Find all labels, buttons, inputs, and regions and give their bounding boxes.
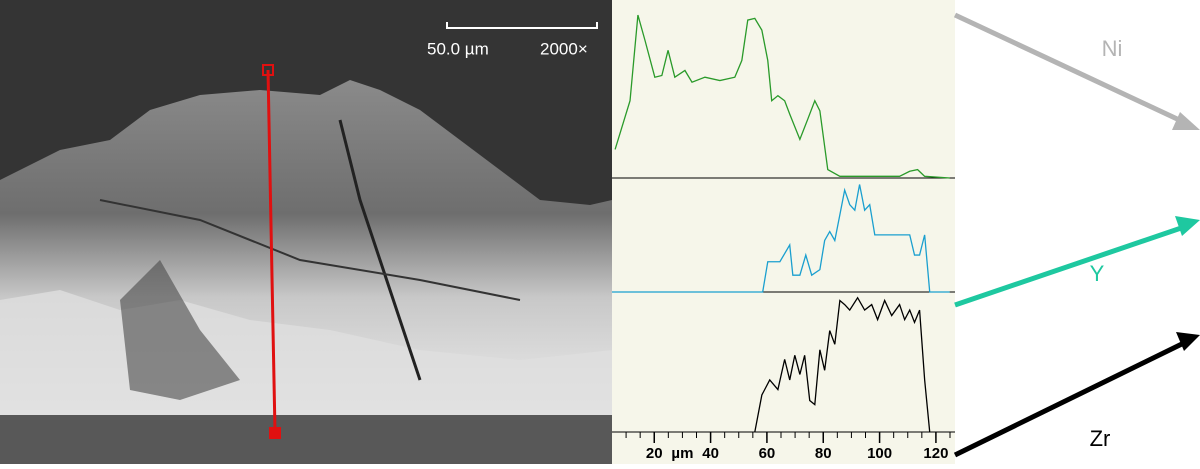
x-tick-label: 80 bbox=[815, 445, 832, 462]
profile-panel bbox=[612, 0, 955, 464]
x-tick-label: 100 bbox=[867, 445, 892, 462]
profiles: Ni Y Zr 20 40 60 80 100 120 µm bbox=[612, 14, 1123, 462]
x-axis-label: µm bbox=[671, 445, 693, 462]
profile-line bbox=[754, 296, 931, 433]
profile-line bbox=[612, 184, 950, 293]
x-tick-label: 60 bbox=[759, 445, 776, 462]
x-tick-label: 20 bbox=[646, 445, 663, 462]
sem-image: 50.0 µm 2000× bbox=[0, 0, 612, 464]
x-tick-label: 120 bbox=[923, 445, 948, 462]
scale-bar-label: 50.0 µm bbox=[427, 39, 489, 58]
arrows bbox=[953, 12, 1200, 458]
magnification: 2000× bbox=[540, 39, 588, 58]
legend-label: Zr bbox=[1090, 426, 1111, 451]
profile-line bbox=[614, 14, 950, 179]
x-tick-label: 40 bbox=[702, 445, 719, 462]
legend-label: Ni bbox=[1102, 36, 1123, 61]
legend-label: Y bbox=[1090, 261, 1105, 286]
